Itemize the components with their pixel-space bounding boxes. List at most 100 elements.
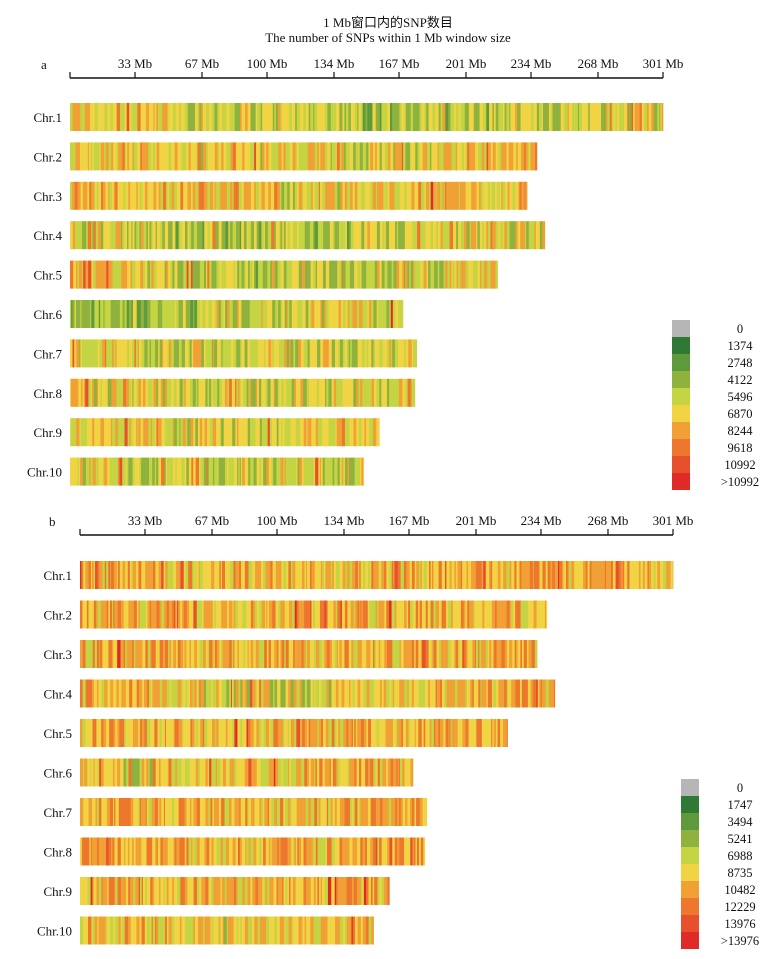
snp-window-cell (101, 798, 105, 826)
snp-window-cell (356, 260, 358, 289)
snp-window-cell (469, 142, 471, 171)
snp-window-cell (391, 260, 394, 289)
snp-window-cell (380, 719, 384, 747)
snp-window-cell (352, 916, 356, 945)
snp-window-cell (355, 600, 357, 629)
snp-window-cell (401, 600, 405, 629)
snp-window-cell (281, 181, 285, 210)
snp-window-cell (337, 221, 340, 250)
snp-window-cell (186, 142, 189, 171)
snp-window-cell (88, 561, 92, 589)
snp-window-cell (295, 221, 298, 250)
snp-window-cell (159, 600, 162, 629)
snp-window-cell (542, 103, 547, 131)
snp-window-cell (335, 600, 338, 629)
snp-window-cell (314, 679, 316, 708)
snp-window-cell (444, 221, 448, 250)
snp-window-cell (216, 300, 219, 328)
snp-window-cell (142, 877, 145, 905)
snp-window-cell (268, 837, 271, 866)
snp-window-cell (506, 221, 510, 250)
snp-window-cell (183, 916, 186, 945)
snp-window-cell (298, 600, 303, 629)
snp-window-cell (418, 719, 423, 747)
snp-window-cell (307, 600, 311, 629)
snp-window-cell (373, 600, 376, 629)
snp-window-cell (285, 457, 290, 486)
snp-window-cell (362, 600, 366, 629)
snp-window-cell (158, 561, 162, 589)
snp-window-cell (389, 300, 392, 328)
snp-window-cell (212, 640, 214, 668)
snp-window-cell (281, 378, 285, 407)
snp-window-cell (391, 600, 396, 629)
snp-window-cell (373, 561, 375, 589)
snp-window-cell (121, 221, 123, 250)
snp-window-cell (446, 142, 451, 171)
snp-window-cell (263, 561, 266, 589)
snp-window-cell (158, 758, 161, 787)
snp-window-cell (262, 877, 265, 905)
snp-window-cell (345, 260, 349, 289)
snp-window-cell (263, 221, 266, 250)
snp-window-cell (172, 221, 175, 250)
snp-window-cell (394, 679, 398, 708)
snp-window-cell (245, 300, 249, 328)
snp-window-cell (235, 142, 240, 171)
snp-window-cell (154, 877, 157, 905)
snp-window-cell (147, 300, 150, 328)
snp-window-cell (387, 103, 391, 131)
snp-window-cell (446, 561, 451, 589)
snp-window-cell (149, 260, 152, 289)
snp-window-cell (385, 798, 390, 826)
snp-window-cell (347, 181, 351, 210)
snp-window-cell (254, 679, 256, 708)
snp-window-cell (246, 600, 248, 629)
snp-window-cell (370, 679, 375, 708)
snp-window-cell (303, 640, 306, 668)
snp-window-cell (368, 142, 371, 171)
snp-window-cell (243, 221, 248, 250)
snp-window-cell (120, 916, 123, 945)
snp-window-cell (326, 798, 329, 826)
snp-window-cell (436, 640, 440, 668)
snp-window-cell (113, 339, 116, 368)
snp-window-cell (371, 378, 375, 407)
x-tick-label: 201 Mb (446, 56, 487, 71)
snp-window-cell (259, 679, 262, 708)
snp-window-cell (322, 798, 325, 826)
snp-window-cell (318, 457, 321, 486)
snp-window-cell (94, 181, 96, 210)
snp-window-cell (486, 142, 489, 171)
snp-window-cell (455, 181, 460, 210)
snp-window-cell (376, 418, 380, 447)
snp-window-cell (284, 600, 288, 629)
snp-window-cell (247, 640, 250, 668)
snp-window-cell (451, 719, 455, 747)
snp-window-cell (148, 300, 151, 328)
snp-window-cell (415, 142, 418, 171)
snp-window-cell (87, 339, 91, 368)
snp-window-cell (272, 837, 276, 866)
snp-window-cell (230, 679, 233, 708)
snp-window-cell (383, 837, 388, 866)
snp-window-cell (218, 600, 222, 629)
snp-window-cell (176, 837, 180, 866)
snp-window-cell (188, 561, 191, 589)
snp-window-cell (81, 300, 86, 328)
snp-window-cell (153, 221, 157, 250)
snp-window-cell (87, 181, 90, 210)
snp-window-cell (371, 719, 374, 747)
snp-window-cell (263, 719, 267, 747)
snp-window-cell (336, 103, 340, 131)
snp-window-cell (577, 103, 580, 131)
snp-window-cell (235, 758, 237, 787)
snp-window-cell (513, 142, 517, 171)
snp-window-cell (151, 798, 156, 826)
snp-window-cell (377, 837, 380, 866)
snp-window-cell (383, 300, 386, 328)
snp-window-cell (417, 260, 421, 289)
snp-window-cell (648, 103, 652, 131)
snp-window-cell (145, 798, 148, 826)
snp-window-cell (101, 378, 105, 407)
